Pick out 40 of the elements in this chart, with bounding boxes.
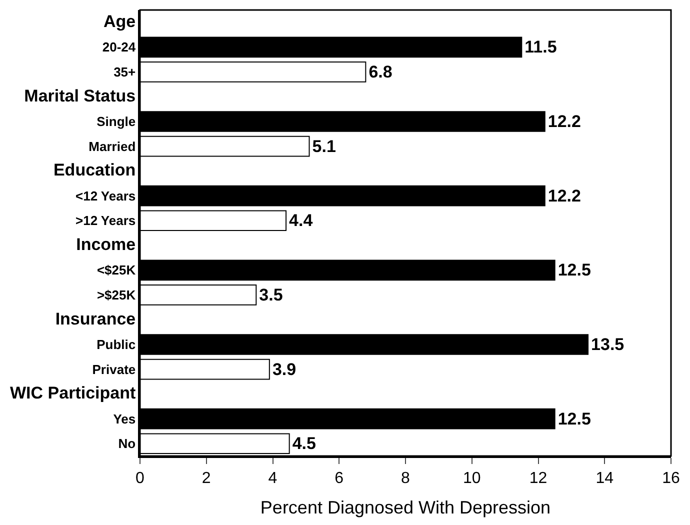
y-tick-label: 35+ [114, 64, 136, 80]
y-tick-label: WIC Participant [10, 384, 136, 403]
x-tick-label: 0 [136, 470, 145, 487]
y-tick-label: >$25K [96, 287, 136, 302]
data-label: 4.4 [289, 211, 314, 230]
y-tick-label: <12 Years [76, 188, 136, 204]
data-label: 6.8 [368, 62, 392, 82]
data-label: 12.5 [558, 260, 591, 280]
y-tick-label: 20-24 [102, 40, 136, 55]
x-axis-title: Percent Diagnosed With Depression [260, 498, 551, 518]
x-tick-label: 2 [202, 470, 211, 487]
data-label: 3.9 [272, 360, 296, 379]
data-label: 3.5 [259, 285, 283, 304]
data-label: 5.1 [312, 136, 336, 156]
x-tick-label: 4 [268, 470, 278, 487]
y-tick-label: Yes [113, 411, 136, 426]
y-tick-label: >12 Years [76, 213, 136, 228]
x-tick-label: 16 [662, 470, 680, 487]
data-label: 12.2 [548, 186, 581, 206]
data-label: 11.5 [524, 38, 557, 57]
data-label: 13.5 [591, 335, 624, 354]
x-tick-label: 10 [462, 470, 481, 487]
y-tick-label: Income [76, 234, 136, 254]
y-tick-label: No [118, 436, 136, 452]
y-tick-label: Marital Status [24, 86, 136, 106]
y-tick-label: Single [96, 114, 136, 130]
x-tick-label: 14 [596, 470, 614, 487]
data-label: 12.2 [548, 112, 581, 131]
y-tick-label: Public [96, 337, 136, 352]
y-tick-label: <$25K [96, 262, 136, 278]
data-label: 12.5 [558, 409, 591, 428]
y-tick-label: Insurance [55, 309, 136, 328]
x-tick-label: 12 [529, 470, 548, 487]
data-label: 4.5 [292, 434, 316, 454]
y-tick-label: Age [104, 12, 136, 31]
y-tick-label: Private [92, 362, 136, 377]
x-tick-label: 6 [334, 470, 344, 487]
y-tick-label: Married [88, 138, 136, 154]
y-tick-label: Education [53, 160, 136, 180]
x-tick-label: 8 [401, 470, 410, 487]
